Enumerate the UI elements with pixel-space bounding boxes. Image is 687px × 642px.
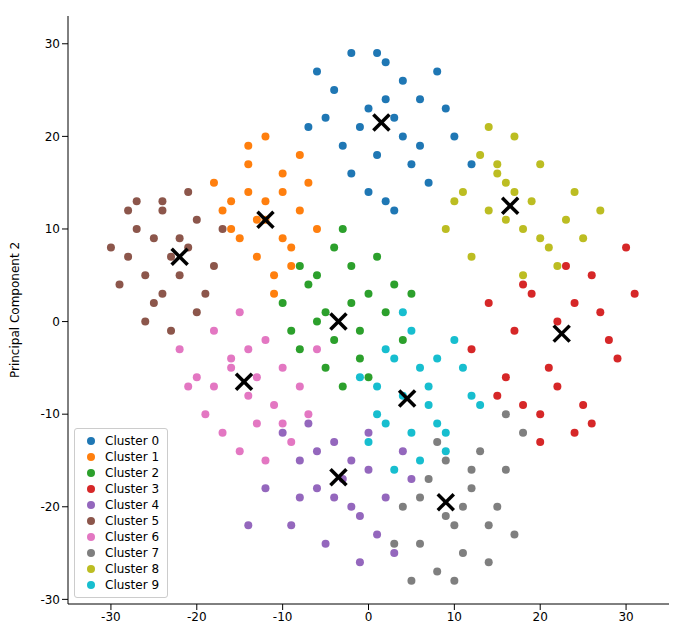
html-text:Cluster 6: Cluster 6: [105, 530, 159, 544]
svg-text:Principal Component 2: Principal Component 2: [8, 242, 22, 378]
svg-text:-20: -20: [40, 500, 60, 514]
html-text:Cluster 9: Cluster 9: [105, 578, 159, 592]
svg-text:20: 20: [45, 130, 60, 144]
svg-text:0: 0: [365, 610, 373, 624]
html-text:Cluster 0: Cluster 0: [105, 434, 159, 448]
svg-text:30: 30: [618, 610, 633, 624]
html-text:Cluster 4: Cluster 4: [105, 498, 159, 512]
html-text:Cluster 2: Cluster 2: [105, 466, 159, 480]
svg-text:-10: -10: [40, 407, 60, 421]
svg-text:-30: -30: [40, 593, 60, 607]
svg-text:20: 20: [533, 610, 548, 624]
svg-text:10: 10: [447, 610, 462, 624]
html-text:Cluster 8: Cluster 8: [105, 562, 159, 576]
svg-text:30: 30: [45, 37, 60, 51]
svg-text:-10: -10: [273, 610, 293, 624]
html-text:Cluster 1: Cluster 1: [105, 450, 159, 464]
svg-text:-20: -20: [187, 610, 207, 624]
html-text:Cluster 3: Cluster 3: [105, 482, 159, 496]
svg-text:0: 0: [52, 315, 60, 329]
html-text:Cluster 7: Cluster 7: [105, 546, 159, 560]
svg-text:10: 10: [45, 222, 60, 236]
svg-text:-30: -30: [101, 610, 121, 624]
html-text:Cluster 5: Cluster 5: [105, 514, 159, 528]
